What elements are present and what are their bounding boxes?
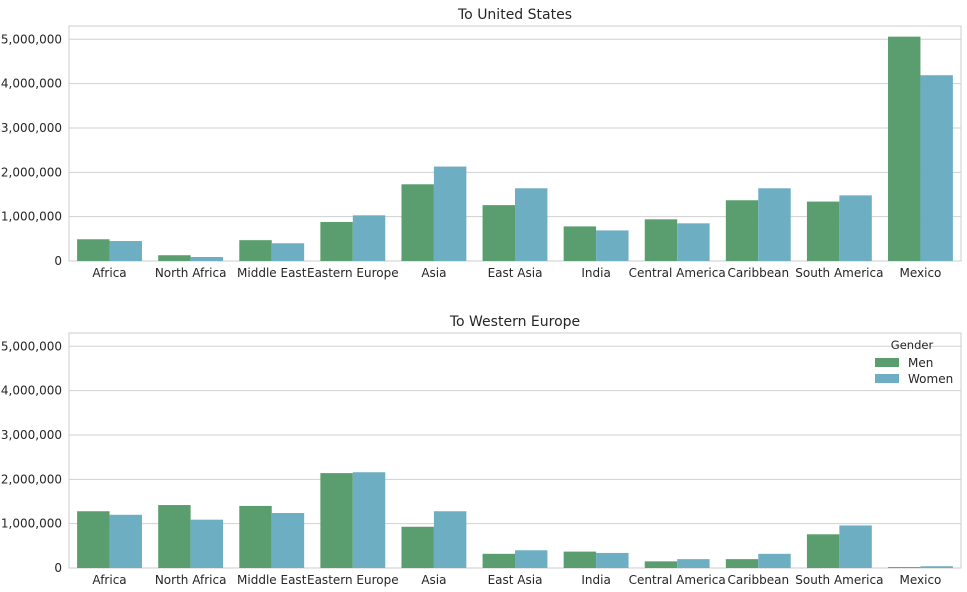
x-tick-label: Middle East bbox=[237, 266, 307, 280]
bar-men-africa bbox=[77, 239, 110, 261]
x-tick-label: East Asia bbox=[488, 573, 543, 587]
bar-women-north-africa bbox=[190, 257, 224, 261]
x-tick-label: Middle East bbox=[237, 573, 307, 587]
bar-women-north-africa bbox=[190, 519, 224, 568]
bar-women-middle-east bbox=[271, 243, 305, 261]
bar-women-africa bbox=[109, 514, 142, 568]
x-tick-label: Mexico bbox=[900, 266, 942, 280]
y-tick-label: 1,000,000 bbox=[1, 210, 62, 224]
x-tick-label: East Asia bbox=[488, 266, 543, 280]
x-tick-label: India bbox=[581, 266, 610, 280]
x-tick-label: North Africa bbox=[155, 266, 227, 280]
y-tick-label: 1,000,000 bbox=[1, 517, 62, 531]
bar-men-central-america bbox=[644, 561, 678, 568]
bar-men-africa bbox=[77, 511, 110, 568]
y-tick-label: 0 bbox=[54, 561, 62, 575]
chart-title: To Western Europe bbox=[449, 314, 580, 330]
legend-label-women: Women bbox=[908, 372, 953, 386]
y-tick-label: 5,000,000 bbox=[1, 339, 62, 353]
bar-women-mexico bbox=[920, 75, 953, 261]
bar-women-central-america bbox=[677, 223, 710, 261]
x-tick-label: Eastern Europe bbox=[307, 573, 399, 587]
bar-men-east-asia bbox=[482, 205, 515, 261]
y-tick-label: 2,000,000 bbox=[1, 165, 62, 179]
x-tick-label: Asia bbox=[421, 573, 446, 587]
bar-men-caribbean bbox=[725, 559, 759, 568]
bar-men-middle-east bbox=[239, 505, 272, 568]
bar-men-north-africa bbox=[158, 505, 191, 568]
legend-swatch-women bbox=[875, 374, 899, 383]
x-tick-label: South America bbox=[795, 266, 883, 280]
panel-to-united-states: 0 1,000,000 2,000,000 3,000,000 4,000,000 5,0… bbox=[1, 7, 962, 280]
bar-men-middle-east bbox=[239, 240, 272, 261]
y-tick-label: 4,000,000 bbox=[1, 384, 62, 398]
bar-women-eastern-europe bbox=[352, 215, 386, 261]
x-tick-label: Africa bbox=[92, 266, 126, 280]
x-tick-label: Africa bbox=[92, 573, 126, 587]
bar-women-south-america bbox=[839, 195, 872, 261]
y-tick-label: 0 bbox=[54, 254, 62, 268]
bar-women-india bbox=[596, 230, 629, 261]
y-tick-label: 2,000,000 bbox=[1, 472, 62, 486]
x-tick-label: Asia bbox=[421, 266, 446, 280]
x-tick-label: North Africa bbox=[155, 573, 227, 587]
bar-men-mexico bbox=[888, 567, 921, 568]
bar-men-asia bbox=[401, 526, 434, 568]
bar-women-india bbox=[596, 552, 629, 568]
y-tick-label: 5,000,000 bbox=[1, 32, 62, 46]
bar-men-south-america bbox=[806, 201, 840, 261]
bar-women-middle-east bbox=[271, 513, 305, 568]
x-tick-label: South America bbox=[795, 573, 883, 587]
chart-title: To United States bbox=[457, 7, 572, 23]
bar-men-eastern-europe bbox=[320, 221, 353, 261]
x-tick-label: Eastern Europe bbox=[307, 266, 399, 280]
bar-women-central-america bbox=[677, 559, 710, 568]
bar-women-east-asia bbox=[515, 188, 548, 261]
x-tick-label: Caribbean bbox=[727, 266, 789, 280]
bar-women-south-america bbox=[839, 525, 872, 568]
bar-women-africa bbox=[109, 241, 142, 261]
bar-men-south-america bbox=[806, 534, 840, 568]
x-tick-label: Mexico bbox=[900, 573, 942, 587]
x-tick-label: Central America bbox=[629, 573, 726, 587]
panel-to-western-europe: 0 1,000,000 2,000,000 3,000,000 4,000,000 5,0… bbox=[1, 314, 962, 587]
y-tick-label: 4,000,000 bbox=[1, 77, 62, 91]
bar-men-east-asia bbox=[482, 553, 515, 568]
bar-women-caribbean bbox=[758, 188, 791, 261]
bar-women-caribbean bbox=[758, 553, 791, 568]
y-tick-label: 3,000,000 bbox=[1, 428, 62, 442]
bar-men-asia bbox=[401, 184, 434, 261]
bar-men-north-africa bbox=[158, 255, 191, 261]
bar-women-eastern-europe bbox=[352, 472, 386, 568]
bar-men-india bbox=[563, 551, 597, 568]
legend: Gender Men Women bbox=[875, 338, 953, 386]
bar-men-india bbox=[563, 226, 597, 261]
x-tick-label: Central America bbox=[629, 266, 726, 280]
bar-men-central-america bbox=[644, 219, 678, 261]
legend-swatch-men bbox=[875, 358, 899, 367]
legend-title: Gender bbox=[891, 338, 934, 352]
x-tick-label: India bbox=[581, 573, 610, 587]
bar-women-east-asia bbox=[515, 550, 548, 568]
bar-women-asia bbox=[433, 166, 467, 261]
bar-men-mexico bbox=[888, 36, 921, 261]
bar-women-mexico bbox=[920, 566, 953, 568]
bar-women-asia bbox=[433, 511, 467, 568]
x-tick-label: Caribbean bbox=[727, 573, 789, 587]
y-tick-label: 3,000,000 bbox=[1, 121, 62, 135]
bar-men-caribbean bbox=[725, 200, 759, 261]
legend-label-men: Men bbox=[908, 356, 933, 370]
bar-men-eastern-europe bbox=[320, 473, 353, 568]
